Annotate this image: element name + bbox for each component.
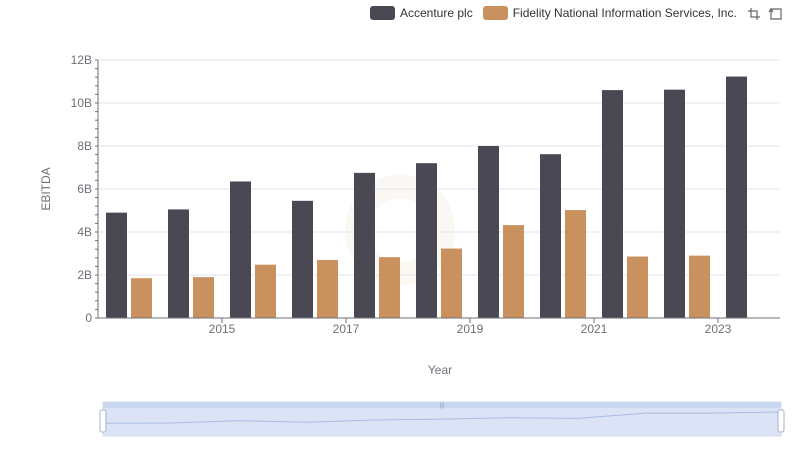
legend-label-fidelity: Fidelity National Information Services, …: [512, 6, 737, 20]
bar-accenture-2018: [354, 172, 375, 318]
bar-accenture-2021: [540, 154, 561, 318]
bar-accenture-2015: [168, 209, 189, 318]
bar-accenture-2020: [478, 146, 499, 318]
y-tick-label: 4B: [77, 225, 92, 239]
legend: Accenture plc Fidelity National Informat…: [370, 4, 747, 22]
bar-accenture-2017: [292, 200, 313, 318]
legend-item-accenture[interactable]: Accenture plc: [370, 6, 473, 20]
y-tick-label: 10B: [71, 96, 92, 110]
data-zoom-grip: |||: [440, 403, 445, 409]
data-zoom-slider[interactable]: |||: [99, 401, 785, 437]
data-zoom-preview-line: [102, 411, 782, 424]
bar-fidelity-2017: [317, 259, 338, 318]
bar-fidelity-2019: [441, 248, 462, 318]
bar-fidelity-2014: [131, 278, 152, 318]
data-zoom-handle-bar: [103, 402, 781, 408]
bar-accenture-2023: [664, 89, 685, 318]
bar-fidelity-2021: [565, 210, 586, 318]
x-axis: 2015 2017 2019 2021 2023: [98, 317, 780, 336]
legend-label-accenture: Accenture plc: [400, 6, 473, 20]
data-zoom-left-handle: [99, 409, 107, 433]
bars: [106, 76, 747, 319]
y-axis: 0 2B 4B 6B 8B 10B 12B: [71, 53, 99, 325]
x-axis-title: Year: [428, 363, 452, 377]
bar-fidelity-2022: [627, 256, 648, 318]
bar-fidelity-2018: [379, 257, 400, 318]
bar-accenture-2014: [106, 212, 127, 318]
bar-fidelity-2020: [503, 225, 524, 318]
bar-fidelity-2016: [255, 264, 276, 318]
bar-accenture-2022: [602, 90, 623, 318]
y-tick-label: 0: [85, 311, 92, 325]
x-tick-label: 2019: [457, 322, 484, 336]
y-tick-label: 6B: [77, 182, 92, 196]
y-tick-label: 8B: [77, 139, 92, 153]
restore-icon[interactable]: [768, 6, 784, 22]
x-tick-label: 2017: [333, 322, 360, 336]
zoom-icon[interactable]: [746, 6, 762, 22]
x-tick-label: 2015: [209, 322, 236, 336]
x-tick-label: 2021: [581, 322, 608, 336]
legend-swatch-accenture: [370, 6, 395, 20]
x-tick-label: 2023: [705, 322, 732, 336]
bar-accenture-2019: [416, 163, 437, 318]
bar-fidelity-2015: [193, 277, 214, 318]
y-tick-label: 12B: [71, 53, 92, 67]
bar-accenture-2024: [726, 76, 747, 319]
toolbox: [746, 6, 784, 22]
y-axis-title: EBITDA: [39, 167, 53, 210]
data-zoom-right-handle: [777, 409, 785, 433]
legend-item-fidelity[interactable]: Fidelity National Information Services, …: [482, 6, 737, 20]
y-tick-label: 2B: [77, 268, 92, 282]
bar-accenture-2016: [230, 181, 251, 318]
bar-fidelity-2023: [689, 255, 710, 318]
legend-swatch-fidelity: [482, 6, 508, 20]
